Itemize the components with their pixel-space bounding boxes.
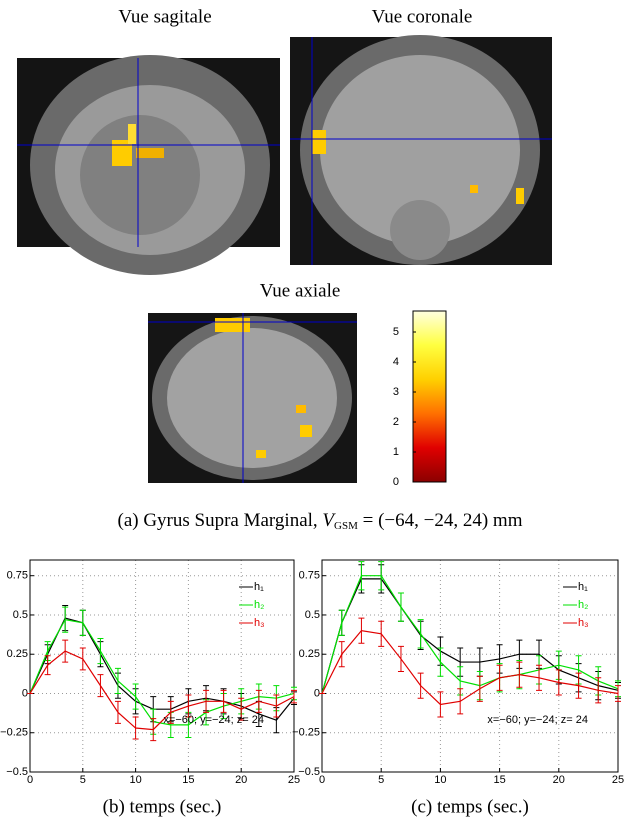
caption: (a) Gyrus Supra Marginal, VGSM = (−64, −… (118, 510, 523, 531)
figure: Vue sagitale Vue coronale Vue axiale (a)… (0, 0, 639, 832)
caption-subscript: GSM (334, 520, 358, 532)
y-tick-label: −0.5 (298, 766, 320, 778)
x-tick-label: 20 (235, 774, 247, 786)
colorbar (413, 311, 446, 482)
annotation: x=−60; y=−24; z= 24 (163, 714, 264, 726)
x-tick-label: 5 (378, 774, 384, 786)
x-tick-label: 20 (553, 774, 565, 786)
x-tick-label: 15 (182, 774, 194, 786)
y-tick-label: 0 (393, 476, 399, 488)
view-title: Vue sagitale (118, 6, 211, 27)
y-tick-label: −0.5 (6, 766, 28, 778)
page: Vue sagitale Vue coronale Vue axiale (a)… (0, 0, 639, 832)
legend-label: h₁ (254, 581, 264, 593)
series-line (30, 618, 294, 720)
view-title: Vue coronale (372, 6, 473, 27)
legend-label: h₂ (254, 599, 264, 611)
y-tick-label: 0.25 (299, 648, 320, 660)
x-tick-label: 5 (80, 774, 86, 786)
y-tick-label: 3 (393, 386, 399, 398)
y-tick-label: −0.25 (0, 727, 28, 739)
x-tick-label: 10 (129, 774, 141, 786)
legend-label: h₂ (578, 599, 588, 611)
y-tick-label: 0.25 (7, 648, 28, 660)
legend-label: h₃ (578, 617, 589, 629)
x-tick-label: 25 (612, 774, 624, 786)
y-tick-label: 0.75 (7, 570, 28, 582)
legend-label: h₃ (254, 617, 265, 629)
caption-text: = (−64, −24, 24) mm (358, 510, 523, 531)
series-line (322, 579, 618, 694)
y-tick-label: 0.5 (13, 609, 28, 621)
y-tick-label: 1 (393, 446, 399, 458)
x-tick-label: 15 (493, 774, 505, 786)
y-tick-label: −0.25 (292, 727, 320, 739)
caption-text: (a) Gyrus Supra Marginal, (118, 510, 323, 531)
y-tick-label: 4 (393, 356, 399, 368)
y-tick-label: 0.75 (299, 570, 320, 582)
sagittal-image (17, 55, 280, 275)
coronal-image (290, 35, 552, 265)
x-tick-label: 10 (434, 774, 446, 786)
y-tick-label: 5 (393, 326, 399, 338)
legend-label: h₁ (578, 581, 588, 593)
x-axis-label: (c) temps (sec.) (411, 796, 529, 817)
x-axis-label: (b) temps (sec.) (103, 796, 222, 817)
axial-image (148, 313, 357, 483)
view-title: Vue axiale (260, 280, 341, 301)
annotation: x=−60; y=−24; z= 24 (487, 714, 588, 726)
plot-frame (322, 560, 618, 772)
y-tick-label: 0.5 (305, 609, 320, 621)
y-tick-label: 2 (393, 416, 399, 428)
